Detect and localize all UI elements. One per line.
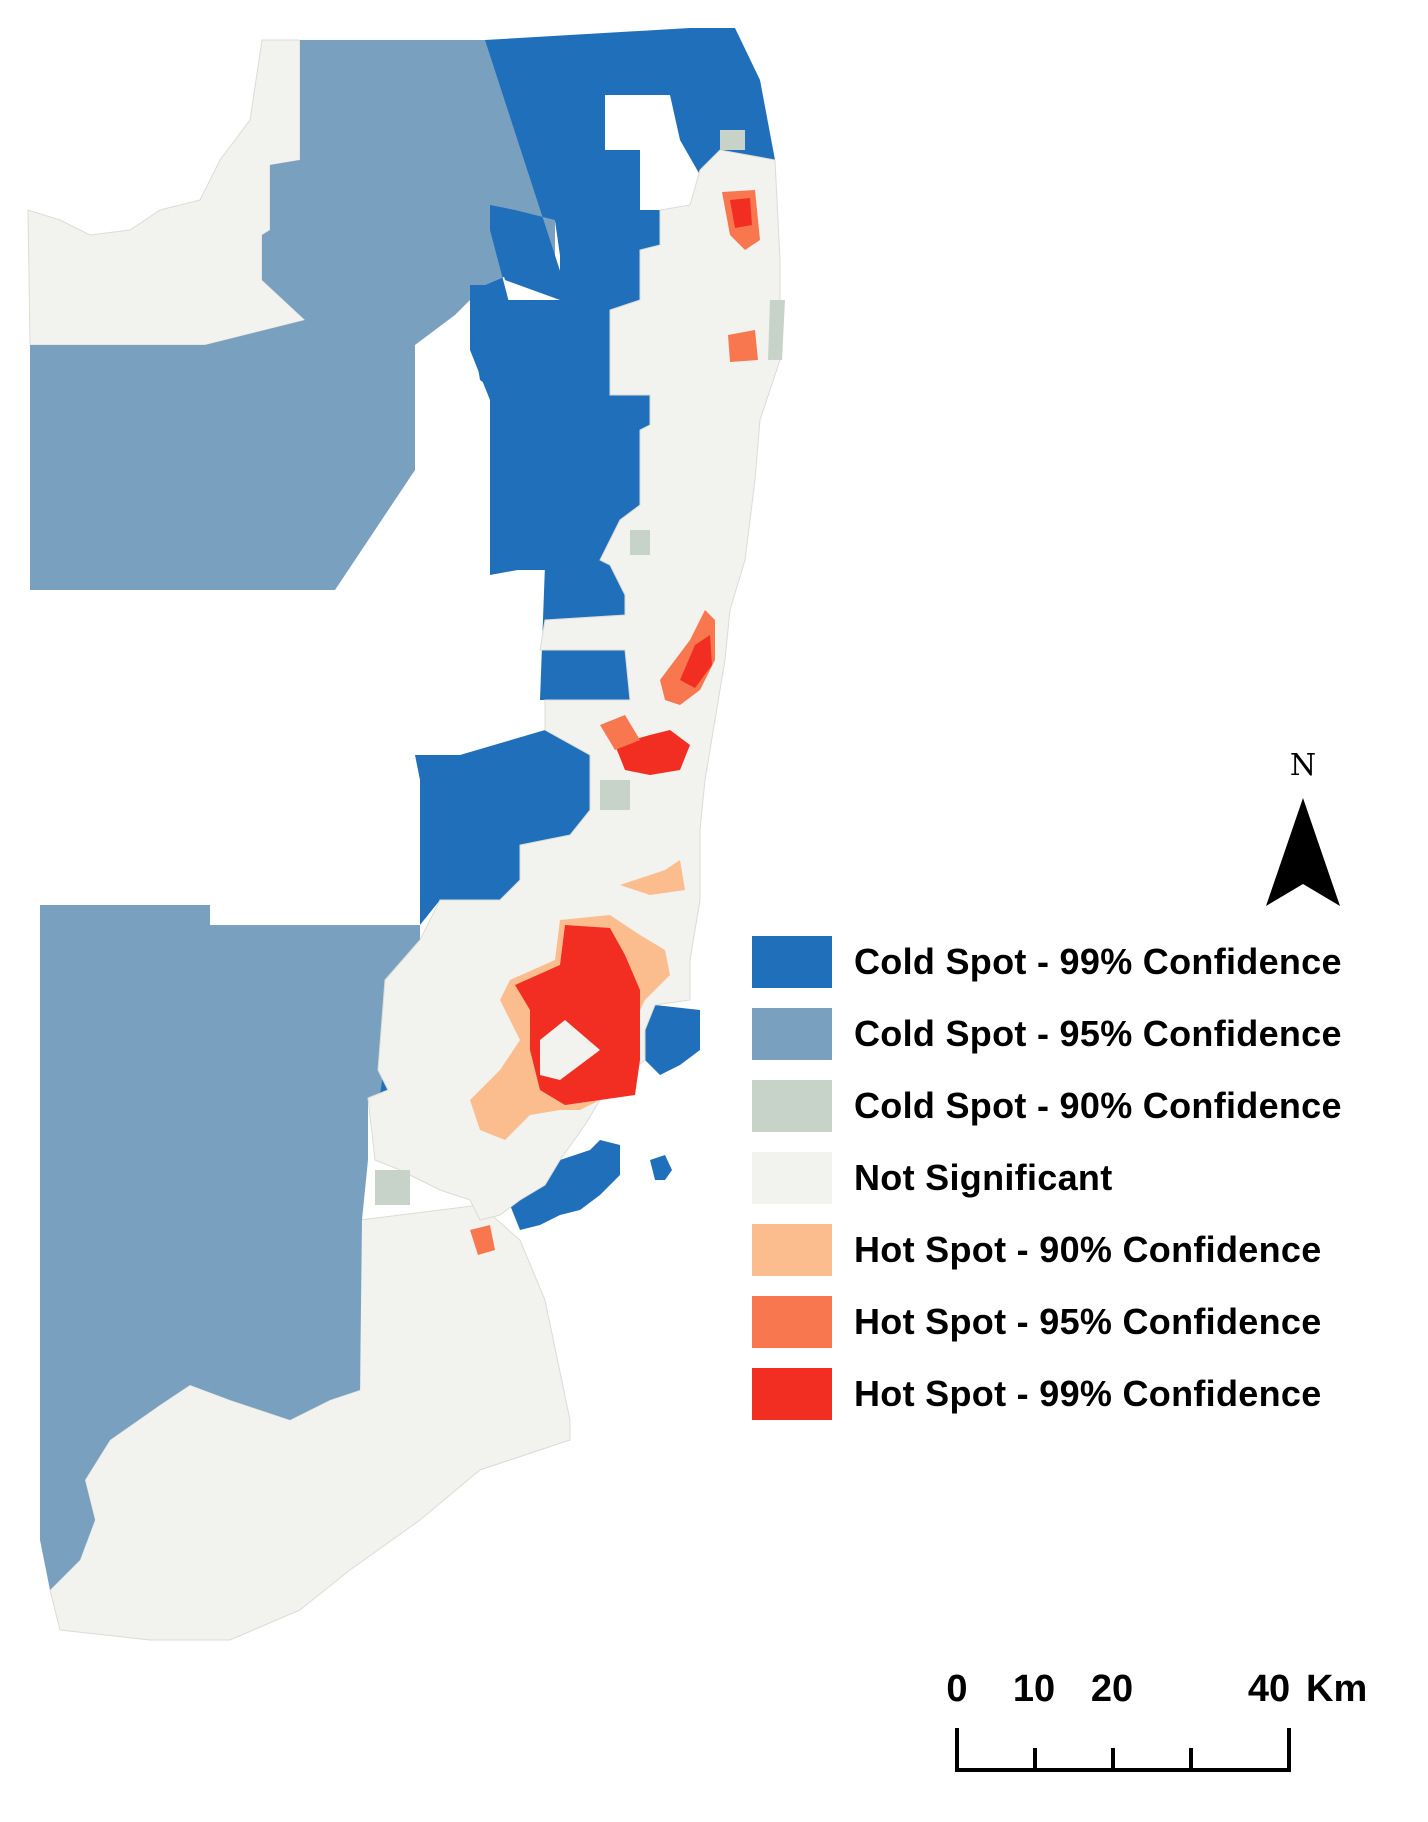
hotspot-central-1-core — [680, 635, 712, 688]
legend-item: Not Significant — [752, 1142, 1342, 1214]
region-not-significant-northwest — [27, 39, 307, 346]
legend-label: Cold Spot - 95% Confidence — [854, 1013, 1342, 1054]
scale-tick-label: 40 — [1247, 1668, 1291, 1710]
region-cold-99-coast — [645, 1005, 700, 1075]
region-cold-99-northcentral — [470, 40, 700, 555]
legend-swatch — [752, 1008, 832, 1060]
hotspot-miami-hole — [540, 1020, 600, 1080]
north-arrow-icon — [1266, 798, 1340, 906]
patch-cold-90-4 — [720, 130, 745, 150]
legend-label: Not Significant — [854, 1157, 1113, 1198]
scale-tick-label: 20 — [1090, 1668, 1134, 1710]
legend-label: Cold Spot - 99% Confidence — [854, 941, 1342, 982]
scale-unit-label: Km — [1306, 1668, 1368, 1710]
region-not-significant-east — [367, 149, 781, 1221]
region-cold-99-central — [540, 565, 630, 700]
legend-swatch — [752, 936, 832, 988]
region-cold-99-key — [650, 1155, 672, 1180]
region-cold-95-southwest — [40, 905, 420, 1590]
legend-item: Cold Spot - 95% Confidence — [752, 998, 1342, 1070]
legend-swatch — [752, 1368, 832, 1420]
hotspot-central-2-halo — [600, 715, 640, 750]
legend-swatch — [752, 1224, 832, 1276]
scale-bar: 0 10 20 40 Km — [930, 1668, 1390, 1808]
legend-label: Cold Spot - 90% Confidence — [854, 1085, 1342, 1126]
patch-cold-90-1 — [768, 300, 785, 360]
legend-item: Cold Spot - 99% Confidence — [752, 926, 1342, 998]
scale-bar-graphic — [955, 1728, 1291, 1772]
region-cold-95-northwest — [30, 40, 555, 590]
hotspot-north-1-core — [730, 198, 752, 228]
scale-tick-label: 10 — [1012, 1668, 1056, 1710]
legend-label: Hot Spot - 95% Confidence — [854, 1301, 1322, 1342]
legend-swatch — [752, 1152, 832, 1204]
legend-item: Cold Spot - 90% Confidence — [752, 1070, 1342, 1142]
legend-item: Hot Spot - 99% Confidence — [752, 1358, 1342, 1430]
legend-swatch — [752, 1080, 832, 1132]
legend-label: Hot Spot - 99% Confidence — [854, 1373, 1322, 1414]
region-cold-99-southeast — [510, 1140, 620, 1230]
scale-tick-label: 0 — [946, 1668, 968, 1710]
legend-label: Hot Spot - 90% Confidence — [854, 1229, 1322, 1270]
patch-cold-90-5 — [600, 780, 630, 810]
legend-item: Hot Spot - 95% Confidence — [752, 1286, 1342, 1358]
hotspot-north-2 — [728, 330, 758, 362]
patch-cold-90-2 — [630, 530, 650, 555]
hotspot-central-3 — [620, 860, 685, 895]
legend-swatch — [752, 1296, 832, 1348]
hotspot-central-1 — [660, 610, 715, 705]
legend-item: Hot Spot - 90% Confidence — [752, 1214, 1342, 1286]
patch-cold-90-3 — [375, 1170, 410, 1205]
hotspot-south — [470, 1225, 495, 1255]
north-label: N — [1289, 748, 1317, 783]
map-legend: Cold Spot - 99% Confidence Cold Spot - 9… — [752, 926, 1342, 1430]
